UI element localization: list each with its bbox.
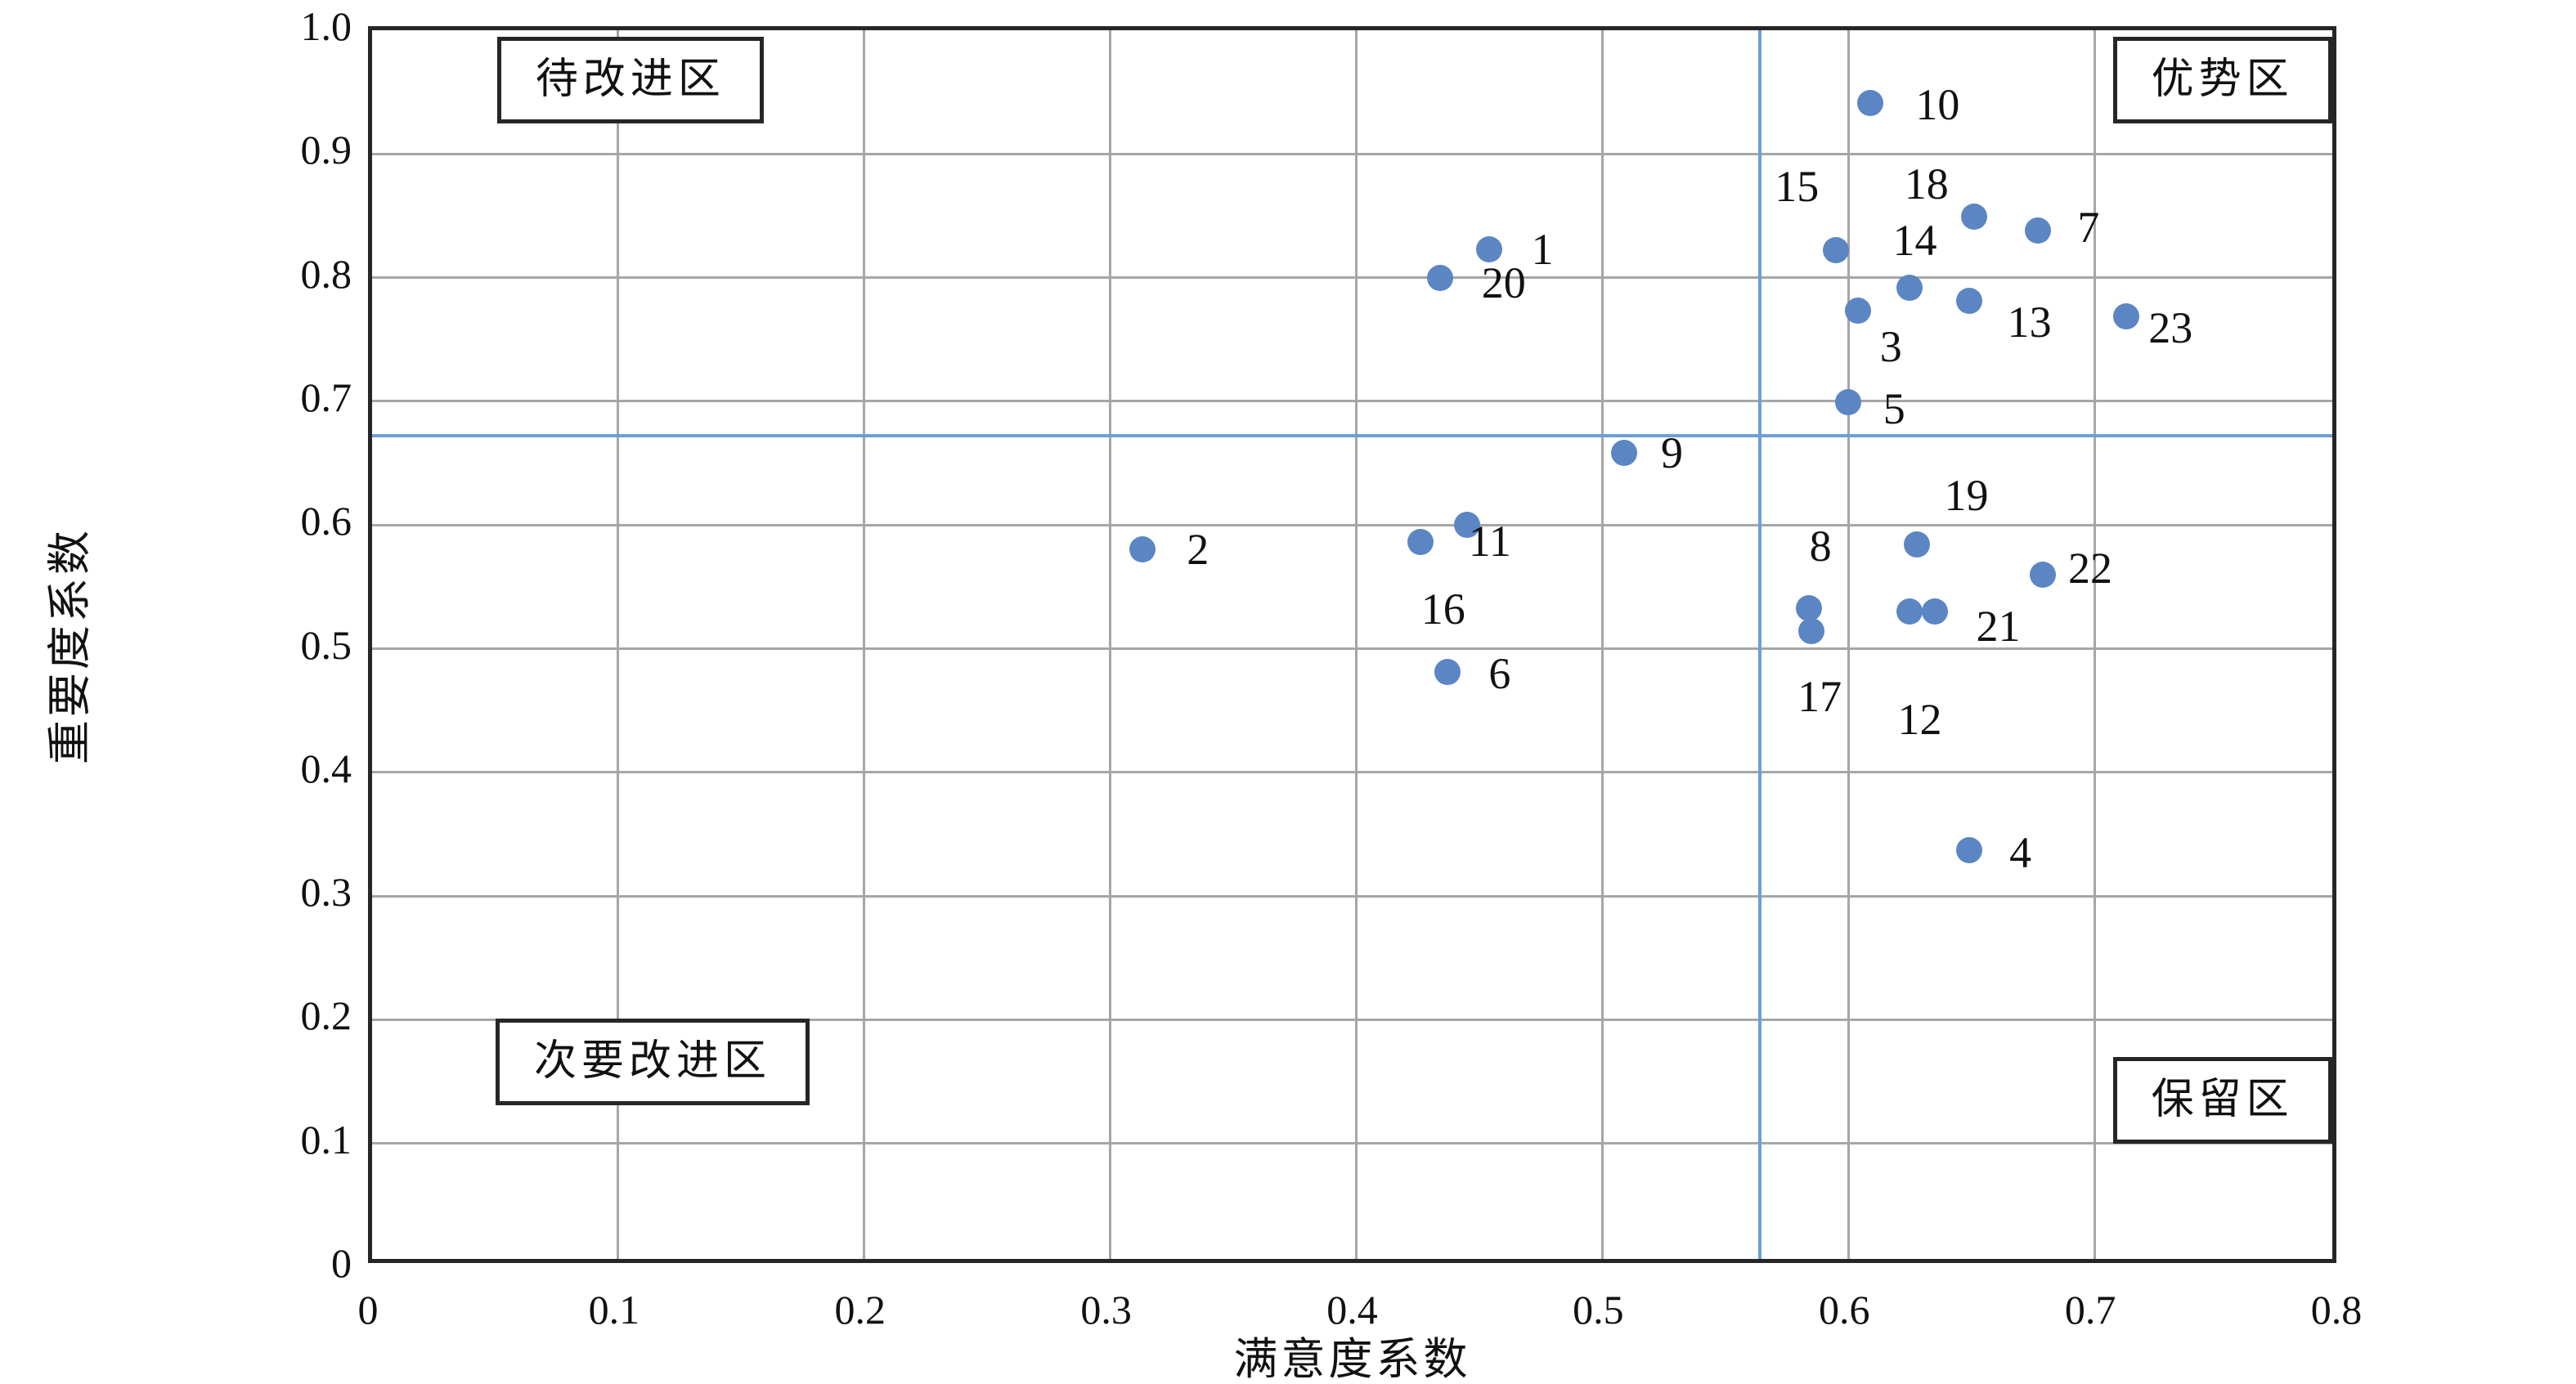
x-axis-title: 满意度系数	[1233, 1335, 1471, 1384]
data-point	[1129, 536, 1156, 563]
vertical-gridline	[863, 30, 866, 1259]
y-tick-label: 0.2	[300, 992, 352, 1039]
data-point	[2113, 302, 2140, 329]
data-point	[1611, 440, 1638, 467]
data-point-label: 15	[1775, 162, 1820, 212]
quadrant-label-box: 优势区	[2112, 36, 2332, 123]
y-tick-label: 0.1	[300, 1116, 352, 1162]
y-tick-label: 0.7	[300, 374, 352, 420]
plot-area: 1 2 3 4 5 6 7 8 9 10 11 12 13 14 15 16 17 18 19 20 21 22 23 待改…	[368, 26, 2336, 1263]
data-point	[1798, 618, 1825, 645]
horizontal-gridline	[372, 276, 2332, 280]
data-point-label: 8	[1809, 521, 1832, 571]
x-tick-label: 0.7	[2064, 1287, 2116, 1332]
data-point	[1823, 237, 1850, 264]
data-point-label: 9	[1660, 428, 1683, 478]
data-point	[2029, 561, 2056, 588]
data-point	[1835, 389, 1862, 416]
data-point-label: 12	[1897, 695, 1942, 745]
y-tick-label: 0.9	[300, 127, 352, 173]
data-point-label: 3	[1879, 322, 1902, 372]
data-point	[1407, 529, 1434, 556]
horizontal-gridline	[372, 894, 2332, 898]
data-point-label: 11	[1468, 517, 1511, 567]
horizontal-gridline	[372, 647, 2332, 650]
vertical-gridline	[1600, 30, 1604, 1259]
data-point-label: 4	[2009, 828, 2032, 878]
data-point-label: 22	[2067, 543, 2112, 593]
data-point	[1960, 204, 1987, 231]
data-point-label: 7	[2077, 203, 2100, 253]
data-point-label: 23	[2148, 302, 2193, 352]
vertical-gridline	[1355, 30, 1358, 1259]
data-point-label: 10	[1915, 80, 1960, 130]
quadrant-label-box: 次要改进区	[495, 1018, 810, 1105]
reference-line-horizontal	[372, 434, 2332, 438]
data-point	[1904, 531, 1931, 558]
data-point-label: 20	[1481, 258, 1526, 307]
x-tick-label: 0.2	[834, 1287, 886, 1332]
vertical-gridline	[1109, 30, 1112, 1259]
horizontal-gridline	[372, 523, 2332, 526]
vertical-gridline	[617, 30, 620, 1259]
quadrant-label-box: 保留区	[2112, 1056, 2332, 1144]
horizontal-gridline	[372, 400, 2332, 403]
x-tick-label: 0.6	[1819, 1287, 1870, 1332]
data-point	[1857, 90, 1884, 117]
y-axis-title: 重要度系数	[45, 527, 95, 764]
x-tick-label: 0	[357, 1287, 379, 1332]
data-point-label: 2	[1187, 525, 1209, 575]
quadrant-label-box: 待改进区	[496, 36, 764, 123]
y-tick-label: 0.6	[300, 498, 352, 544]
data-point	[1796, 594, 1823, 621]
data-point	[2024, 217, 2051, 244]
data-point-label: 21	[1976, 602, 2021, 652]
x-tick-label: 0.3	[1080, 1287, 1132, 1332]
data-point-label: 1	[1531, 224, 1554, 274]
data-point	[1896, 274, 1923, 301]
y-tick-label: 0.8	[300, 250, 352, 297]
x-tick-label: 0.5	[1573, 1287, 1624, 1332]
data-point-label: 17	[1797, 672, 1842, 722]
data-point-label: 14	[1892, 215, 1937, 265]
data-point	[1845, 298, 1872, 325]
data-point	[1434, 659, 1461, 686]
y-tick-label: 1.0	[300, 3, 352, 49]
reference-line-vertical	[1757, 30, 1761, 1259]
data-point	[1921, 598, 1948, 625]
data-point	[1955, 837, 1982, 864]
data-point	[1955, 288, 1982, 315]
vertical-gridline	[1847, 30, 1850, 1259]
y-tick-label: 0.4	[300, 745, 352, 791]
y-tick-label: 0	[331, 1240, 352, 1286]
y-tick-label: 0.3	[300, 869, 352, 916]
horizontal-gridline	[372, 152, 2332, 155]
data-point-label: 5	[1883, 384, 1905, 434]
data-point-label: 16	[1420, 585, 1465, 634]
data-point-label: 19	[1944, 471, 1989, 521]
x-tick-label: 0.8	[2310, 1287, 2363, 1332]
x-tick-label: 0.4	[1326, 1287, 1378, 1332]
x-tick-label: 0.1	[588, 1287, 640, 1332]
data-point	[1426, 264, 1453, 291]
data-point	[1453, 512, 1480, 539]
y-tick-label: 0.5	[300, 621, 352, 668]
data-point	[1896, 598, 1923, 625]
horizontal-gridline	[372, 1142, 2332, 1145]
data-point-label: 6	[1488, 649, 1511, 699]
data-point	[1475, 235, 1502, 262]
data-point-label: 18	[1904, 159, 1949, 209]
data-point-label: 13	[2007, 298, 2052, 347]
horizontal-gridline	[372, 1018, 2332, 1021]
horizontal-gridline	[372, 771, 2332, 774]
vertical-gridline	[2093, 30, 2096, 1259]
